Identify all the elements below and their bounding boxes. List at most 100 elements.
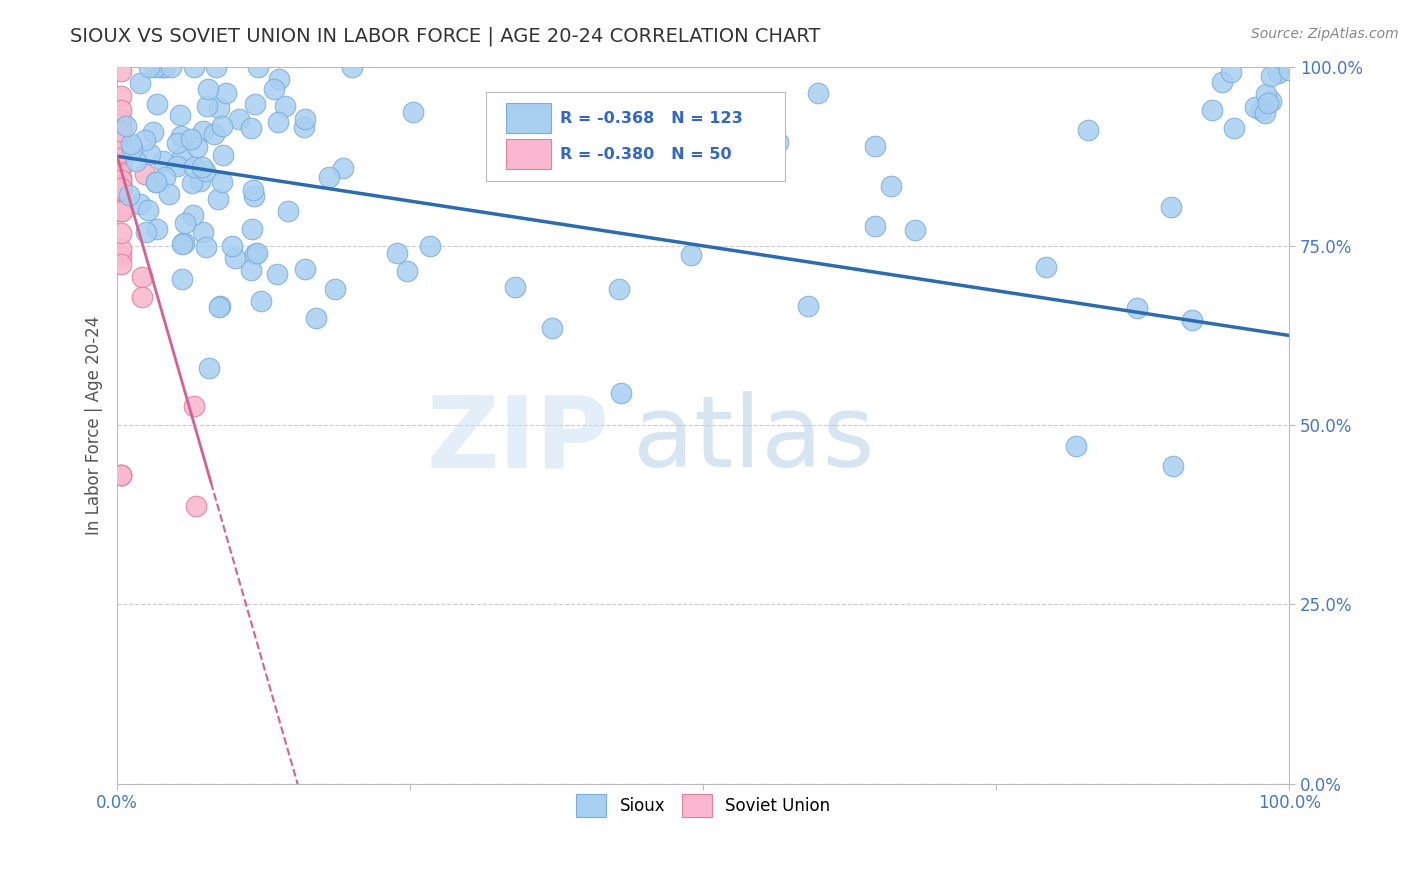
- Point: [292, 120, 315, 134]
- Point: [395, 264, 418, 278]
- Point: [1267, 66, 1289, 80]
- Point: [110, 158, 132, 172]
- Point: [1211, 75, 1233, 89]
- FancyBboxPatch shape: [506, 103, 551, 133]
- Point: [110, 203, 132, 218]
- Point: [110, 126, 132, 140]
- Point: [131, 270, 153, 285]
- Point: [208, 101, 231, 115]
- Point: [131, 291, 153, 305]
- Point: [110, 173, 132, 187]
- Point: [402, 105, 425, 120]
- Point: [1260, 70, 1282, 84]
- Point: [266, 268, 288, 282]
- Point: [242, 183, 264, 197]
- Text: ZIP: ZIP: [426, 391, 610, 488]
- Point: [121, 142, 143, 156]
- Point: [110, 89, 132, 103]
- Point: [193, 164, 215, 178]
- Point: [166, 136, 188, 150]
- Point: [110, 177, 132, 191]
- Point: [205, 60, 228, 74]
- Point: [110, 182, 132, 196]
- FancyBboxPatch shape: [506, 139, 551, 169]
- Point: [221, 239, 243, 253]
- Point: [305, 310, 328, 325]
- Point: [138, 60, 160, 74]
- Point: [610, 386, 633, 401]
- Point: [807, 86, 830, 100]
- Point: [1223, 120, 1246, 135]
- Point: [215, 86, 238, 100]
- Point: [170, 237, 193, 252]
- Point: [242, 189, 264, 203]
- Point: [145, 175, 167, 189]
- Point: [181, 208, 204, 222]
- Point: [169, 108, 191, 122]
- Point: [211, 148, 233, 162]
- Point: [1243, 100, 1265, 114]
- Point: [110, 198, 132, 212]
- Point: [170, 272, 193, 286]
- Point: [110, 126, 132, 140]
- Point: [174, 215, 197, 229]
- Point: [209, 299, 232, 313]
- Point: [146, 97, 169, 112]
- Point: [274, 99, 297, 113]
- Point: [110, 179, 132, 194]
- Point: [191, 124, 214, 138]
- Point: [160, 60, 183, 74]
- Point: [169, 128, 191, 143]
- Point: [110, 226, 132, 240]
- Point: [110, 204, 132, 219]
- Point: [863, 219, 886, 234]
- FancyBboxPatch shape: [486, 92, 786, 181]
- Point: [136, 202, 159, 217]
- Point: [110, 161, 132, 175]
- Point: [110, 170, 132, 185]
- Text: SIOUX VS SOVIET UNION IN LABOR FORCE | AGE 20-24 CORRELATION CHART: SIOUX VS SOVIET UNION IN LABOR FORCE | A…: [70, 27, 821, 46]
- Text: R = -0.380   N = 50: R = -0.380 N = 50: [561, 146, 733, 161]
- Point: [1219, 65, 1241, 79]
- Point: [110, 180, 132, 194]
- Point: [1277, 63, 1299, 78]
- Point: [110, 152, 132, 166]
- Point: [110, 249, 132, 263]
- Point: [142, 125, 165, 139]
- Point: [318, 170, 340, 185]
- Point: [120, 137, 142, 152]
- Point: [211, 119, 233, 133]
- Point: [243, 96, 266, 111]
- Point: [110, 147, 132, 161]
- Point: [340, 60, 363, 74]
- Point: [173, 236, 195, 251]
- Point: [197, 82, 219, 96]
- Point: [263, 82, 285, 96]
- Point: [110, 181, 132, 195]
- Point: [679, 248, 702, 262]
- Point: [1250, 103, 1272, 118]
- Point: [110, 468, 132, 483]
- Point: [110, 468, 132, 483]
- Point: [797, 299, 820, 313]
- Point: [246, 60, 269, 74]
- Point: [294, 261, 316, 276]
- Point: [181, 176, 204, 190]
- Point: [110, 242, 132, 256]
- Point: [541, 320, 564, 334]
- Point: [188, 174, 211, 188]
- Point: [110, 149, 132, 163]
- Point: [125, 153, 148, 168]
- Point: [170, 150, 193, 164]
- Point: [1181, 313, 1204, 327]
- Point: [110, 141, 132, 155]
- Point: [1125, 301, 1147, 315]
- Point: [277, 204, 299, 219]
- Y-axis label: In Labor Force | Age 20-24: In Labor Force | Age 20-24: [86, 316, 103, 535]
- Point: [110, 468, 132, 483]
- Point: [198, 361, 221, 376]
- Point: [110, 179, 132, 194]
- Point: [110, 147, 132, 161]
- Point: [195, 98, 218, 112]
- Point: [152, 154, 174, 169]
